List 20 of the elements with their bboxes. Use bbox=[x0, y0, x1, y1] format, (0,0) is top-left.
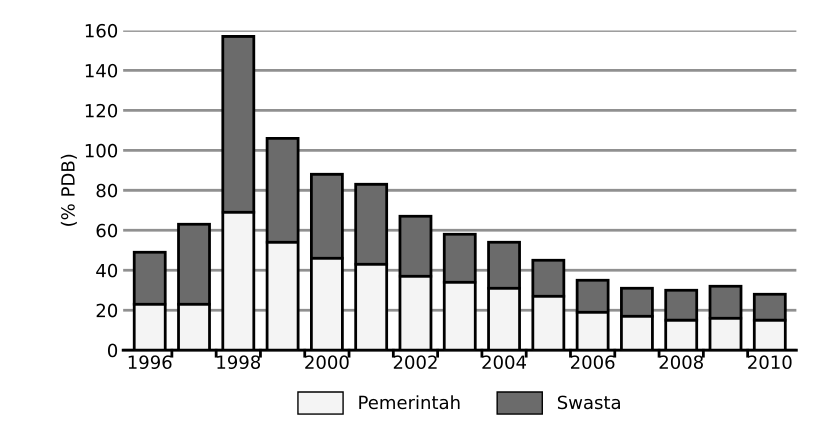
x-tick-label: 2010 bbox=[748, 355, 792, 370]
y-tick-label: 140 bbox=[86, 64, 118, 78]
y-tick-label: 60 bbox=[96, 224, 118, 238]
y-tick-label: 120 bbox=[86, 104, 118, 118]
x-tick-label: 2006 bbox=[570, 355, 614, 370]
y-axis-title: (% PDB) bbox=[60, 154, 77, 226]
y-tick-label: 0 bbox=[108, 344, 118, 358]
y-tick-label: 40 bbox=[96, 264, 118, 278]
y-tick-label: 100 bbox=[86, 144, 118, 158]
y-tick-label: 160 bbox=[86, 24, 118, 38]
legend-label: Pemerintah bbox=[359, 395, 460, 410]
x-tick-label: 2004 bbox=[482, 355, 526, 370]
y-tick-label: 80 bbox=[96, 184, 118, 198]
x-tick-label: 2002 bbox=[394, 355, 437, 370]
x-tick-label: 1998 bbox=[217, 355, 260, 370]
x-tick-label: 2008 bbox=[660, 355, 703, 370]
legend-label: Swasta bbox=[558, 396, 620, 410]
y-tick-label: 20 bbox=[96, 304, 118, 318]
x-tick-label: 1996 bbox=[128, 355, 172, 370]
x-tick-label: 2000 bbox=[305, 355, 349, 370]
